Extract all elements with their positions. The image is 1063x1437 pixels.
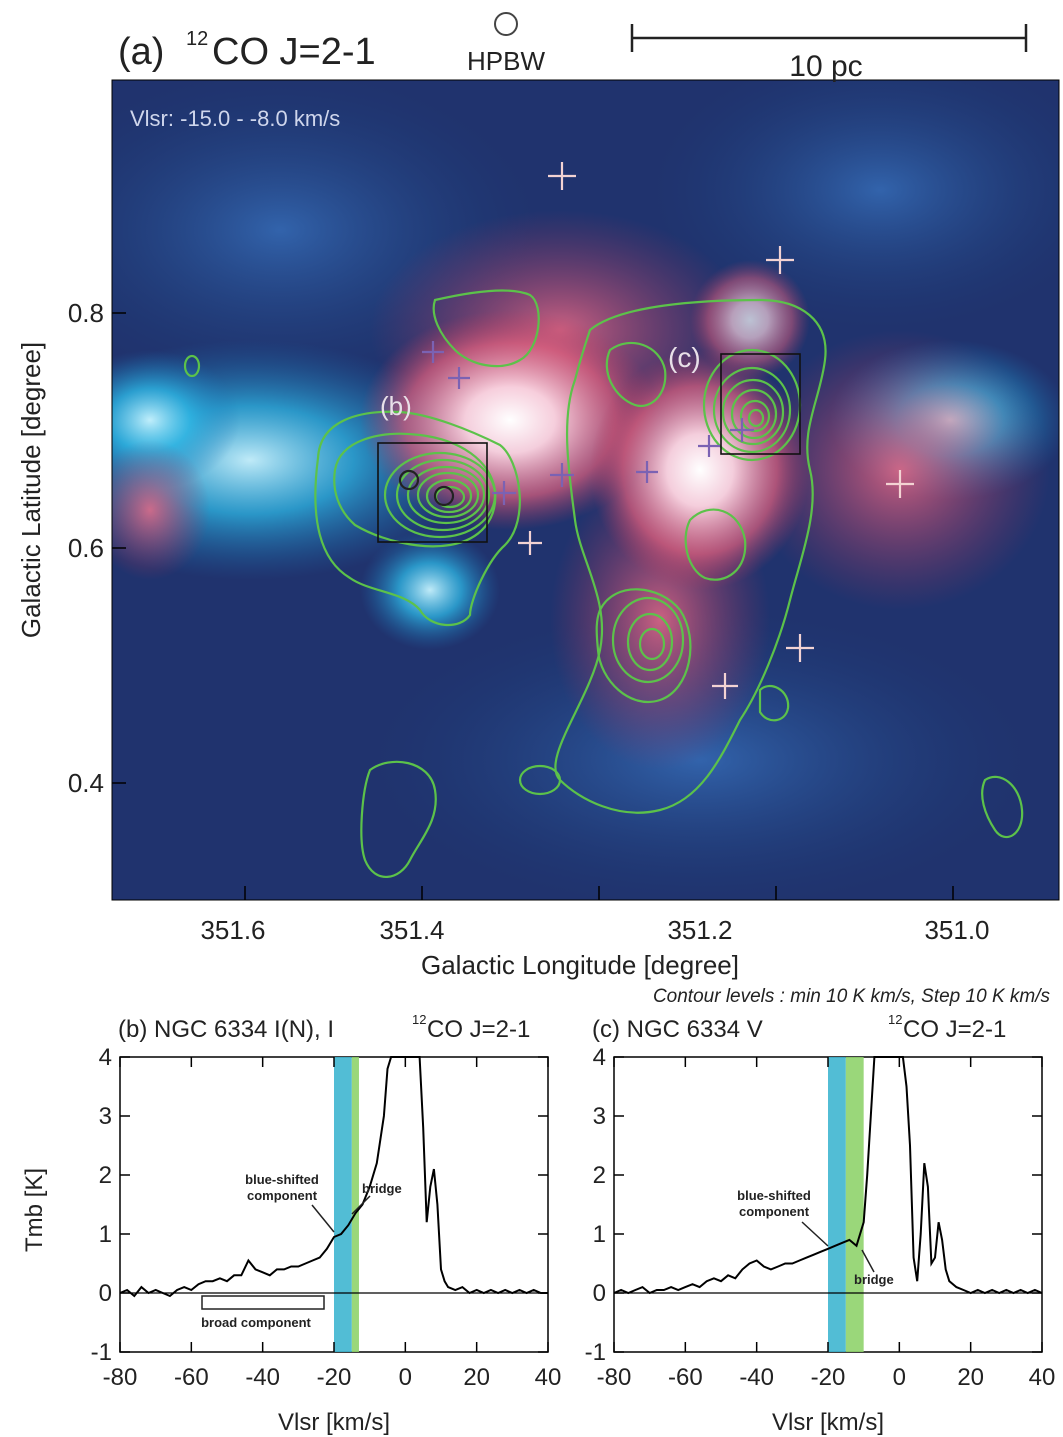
region-b-label: (b)	[380, 391, 412, 421]
source-circle-2	[433, 485, 455, 507]
source-circle-1	[398, 469, 420, 491]
panel-b-ytick-label-1: 0	[99, 1280, 112, 1307]
contour-note: Contour levels : min 10 K km/s, Step 10 …	[653, 986, 1051, 1007]
panel-b-blue-label-2: component	[247, 1188, 318, 1203]
panel-b-ytick-label-3: 2	[99, 1162, 112, 1189]
ytick-0.6: 0.6	[68, 533, 104, 563]
panel-b-ytick-label-0: -1	[91, 1339, 112, 1366]
panel-b-xtick-label-1: -60	[174, 1364, 209, 1391]
panel-c-ytick-label-4: 3	[593, 1103, 606, 1130]
panel-c-band-0	[828, 1057, 846, 1352]
co-contours	[183, 289, 1024, 878]
light-crosses	[518, 162, 914, 699]
panel-b-ticks: -80 -60 -40 -20 0 20 40 -1 0 1 2 3 4	[91, 1044, 562, 1391]
region-c-label: (c)	[668, 342, 701, 373]
panel-b-line-sup: 12	[412, 1012, 426, 1027]
panel-b-broad-label: broad component	[201, 1315, 311, 1330]
panel-c-ticks: -80 -60 -40 -20 0 20 40 -1 0 1 2 3 4	[585, 1044, 1056, 1391]
scale-bar-label: 10 pc	[789, 50, 862, 83]
panel-c-title: (c) NGC 6334 V	[592, 1016, 763, 1043]
map-ylabel: Galactic Latitude [degree]	[16, 342, 46, 638]
panel-b-blue-arrow	[311, 1204, 335, 1233]
panel-c-band-1	[845, 1057, 864, 1352]
ytick-0.8: 0.8	[68, 298, 104, 328]
panel-c-xtick-label-6: 40	[1029, 1364, 1056, 1391]
xtick-351.4: 351.4	[379, 915, 444, 945]
panel-c-ytick-label-3: 2	[593, 1162, 606, 1189]
panel-a: (b) (c) Vlsr: -15.0 - -8.0 km/s (a) 12 C…	[16, 12, 1060, 1007]
sky-image	[112, 80, 1059, 900]
panel-c-bridge-arrow	[861, 1249, 875, 1273]
map-ticks	[112, 312, 954, 900]
spectra-axis-labels: Tmb [K] Vlsr [km/s] Vlsr [km/s]	[21, 1168, 884, 1436]
panel-b-title: (b) NGC 6334 I(N), I	[118, 1016, 334, 1043]
velocity-range: Vlsr: -15.0 - -8.0 km/s	[130, 106, 340, 131]
panel-a-label: (a)	[118, 31, 164, 73]
panel-c-xtick-label-0: -80	[597, 1364, 632, 1391]
panel-c-ytick-label-0: -1	[585, 1339, 606, 1366]
panel-a-line-title: CO J=2-1	[212, 31, 376, 73]
hpbw-label: HPBW	[467, 46, 545, 76]
map-frame	[111, 79, 1060, 901]
panel-c-ytick-label-1: 0	[593, 1280, 606, 1307]
panel-c-line-sup: 12	[888, 1012, 902, 1027]
panel-c-xtick-label-1: -60	[668, 1364, 703, 1391]
panel-c-xlabel: Vlsr [km/s]	[772, 1409, 884, 1436]
map-xlabel: Galactic Longitude [degree]	[421, 950, 739, 980]
panel-c-blue-label-2: component	[739, 1204, 810, 1219]
panel-b-band-0	[334, 1057, 352, 1352]
panel-b-xtick-label-6: 40	[535, 1364, 562, 1391]
dark-crosses	[422, 341, 754, 505]
panel-b-ylabel: Tmb [K]	[21, 1168, 48, 1252]
xtick-351.6: 351.6	[200, 915, 265, 945]
panel-c-xtick-label-4: 0	[893, 1364, 906, 1391]
panel-b-band-1	[351, 1057, 359, 1352]
panel-b: (b) NGC 6334 I(N), I 12 CO J=2-1 -80 -60-…	[91, 1012, 562, 1391]
panel-b-ytick-label-2: 1	[99, 1221, 112, 1248]
scale-bar	[630, 24, 1028, 52]
panel-c-xtick-label-2: -40	[739, 1364, 774, 1391]
panel-b-bands	[334, 1057, 359, 1352]
region-b-box	[377, 442, 488, 543]
panel-b-ytick-label-4: 3	[99, 1103, 112, 1130]
panel-c-xtick-label-5: 20	[957, 1364, 984, 1391]
ytick-0.4: 0.4	[68, 768, 104, 798]
region-c-box	[720, 353, 801, 455]
panel-c-bands	[828, 1057, 864, 1352]
panel-b-xtick-label-0: -80	[103, 1364, 138, 1391]
panel-c-line-title: CO J=2-1	[903, 1016, 1006, 1043]
panel-c-spectrum	[613, 1056, 1043, 1295]
panel-a-line-sup: 12	[186, 28, 208, 50]
panel-c-bridge-label: bridge	[854, 1272, 894, 1287]
panel-b-spectrum	[119, 1056, 548, 1298]
hpbw-circle	[494, 12, 518, 36]
panel-b-bridge-label: bridge	[362, 1181, 402, 1196]
panel-b-bridge-arrow	[351, 1195, 371, 1215]
panel-c: (c) NGC 6334 V 12 CO J=2-1 -80 -60 -40 -20 0…	[585, 1012, 1056, 1391]
panel-b-ytick-label-5: 4	[99, 1044, 112, 1071]
panel-b-xtick-label-2: -40	[245, 1364, 280, 1391]
panel-b-line-title: CO J=2-1	[427, 1016, 530, 1043]
panel-c-xtick-label-3: -20	[811, 1364, 846, 1391]
panel-b-xtick-label-5: 20	[463, 1364, 490, 1391]
panel-c-blue-label-1: blue-shifted	[737, 1188, 811, 1203]
panel-b-xtick-label-4: 0	[399, 1364, 412, 1391]
panel-b-broad-box	[201, 1295, 325, 1310]
panel-c-ytick-label-2: 1	[593, 1221, 606, 1248]
panel-b-xtick-label-3: -20	[317, 1364, 352, 1391]
panel-c-ytick-label-5: 4	[593, 1044, 606, 1071]
panel-b-blue-label-1: blue-shifted	[245, 1172, 319, 1187]
panel-b-xlabel: Vlsr [km/s]	[278, 1409, 390, 1436]
panel-c-blue-arrow	[801, 1221, 829, 1247]
xtick-351.2: 351.2	[667, 915, 732, 945]
xtick-351.0: 351.0	[924, 915, 989, 945]
